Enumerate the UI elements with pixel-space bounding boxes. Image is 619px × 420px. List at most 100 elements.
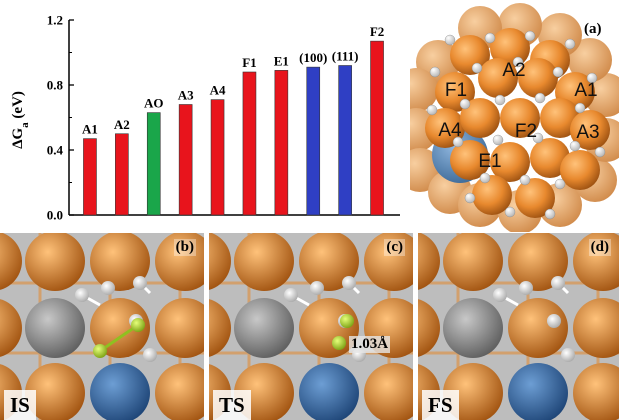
adsorbed-hydrogen xyxy=(551,276,565,290)
cluster-metal-atom xyxy=(460,98,500,138)
panel-a-tag: (a) xyxy=(584,21,602,37)
bar-E1 xyxy=(274,70,289,216)
adsorbed-hydrogen xyxy=(133,276,147,290)
adsorbed-hydrogen xyxy=(342,276,356,290)
hydrogen-atom xyxy=(554,178,566,190)
surface-atom xyxy=(90,363,150,420)
y-tick-label: 0.4 xyxy=(47,143,64,158)
hydrogen-atom xyxy=(594,146,606,158)
surface-atom xyxy=(443,233,503,291)
surface-atom xyxy=(573,298,619,358)
cluster-atoms xyxy=(410,3,619,232)
adsorbed-hydrogen xyxy=(310,281,324,295)
hydrogen-atom xyxy=(459,98,471,110)
bar-label: E1 xyxy=(274,53,289,68)
cluster-metal-atom xyxy=(518,58,558,98)
bar-label: A4 xyxy=(210,83,226,98)
bar-label: AO xyxy=(144,96,164,111)
surface-atom xyxy=(418,233,440,290)
panel-transition-state: (c) TS 1.03Å xyxy=(209,233,413,420)
adsorbed-hydrogen xyxy=(493,288,507,302)
surface-render xyxy=(209,233,413,420)
hydrogen-atom xyxy=(586,72,598,84)
surface-atom xyxy=(364,363,413,420)
site-label-a2: A2 xyxy=(502,60,525,81)
site-label-f1: F1 xyxy=(445,80,467,101)
state-label-ts: TS xyxy=(213,390,251,420)
site-label-e1: E1 xyxy=(478,151,501,172)
surface-atom xyxy=(25,298,85,358)
surface-atom xyxy=(234,233,294,291)
hydrogen-atom xyxy=(426,104,438,116)
surface-atom xyxy=(0,233,22,290)
hydrogen-atom xyxy=(552,66,564,78)
hydrogen-atom xyxy=(524,30,536,42)
adsorbed-hydrogen xyxy=(75,288,89,302)
panel-d-tag: (d) xyxy=(588,239,611,256)
surface-atom xyxy=(209,299,231,357)
surface-atom xyxy=(90,233,150,291)
hydrogen-atom xyxy=(569,140,581,152)
surface-atom xyxy=(573,363,619,420)
bar-F1 xyxy=(242,71,257,216)
cluster-metal-atom xyxy=(478,58,518,98)
hydrogen-atom xyxy=(512,56,524,68)
hydrogen-atom xyxy=(532,132,544,144)
panel-initial-state: (b) IS xyxy=(0,233,204,420)
surface-render xyxy=(0,233,204,420)
surface-atom xyxy=(299,233,359,291)
surface-atom xyxy=(155,363,204,420)
cluster-structure: A2 F1 A1 A4 F2 A3 E1 (a) xyxy=(410,3,619,232)
reaction-panels: (b) IS (c) TS 1.03Å (d) FS xyxy=(0,233,619,420)
reacting-hydrogen xyxy=(131,318,145,332)
surface-atom xyxy=(155,233,204,291)
adsorbed-hydrogen xyxy=(143,348,157,362)
hydrogen-atom xyxy=(452,136,464,148)
surface-atom xyxy=(364,233,413,291)
hydrogen-atom xyxy=(574,102,586,114)
surface-atom xyxy=(90,298,150,358)
cluster-metal-atom xyxy=(515,178,555,218)
site-label-a4: A4 xyxy=(438,120,462,141)
cluster-metal-atom xyxy=(560,150,600,190)
chart-bar-labels: A1 A2 AO A3 A4 F1 E1 (100) (111) F2 xyxy=(82,24,384,137)
panel-final-state: (d) FS xyxy=(418,233,619,420)
hydrogen-atom xyxy=(444,34,456,46)
cluster-back-atom xyxy=(410,68,438,112)
surface-atom xyxy=(418,299,440,357)
hydrogen-atom xyxy=(479,172,491,184)
bar-label: A1 xyxy=(82,122,98,137)
cluster-metal-atom xyxy=(530,138,570,178)
hydrogen-atom xyxy=(464,192,476,204)
y-axis-label: ΔGa (eV) xyxy=(10,91,31,149)
bar-AO xyxy=(146,112,161,216)
hydrogen-atom xyxy=(534,92,546,104)
adsorbed-hydrogen xyxy=(561,348,575,362)
surface-atom xyxy=(155,298,204,358)
surface-atom xyxy=(209,233,231,290)
surface-atom xyxy=(25,233,85,291)
hydrogen-atom xyxy=(484,32,496,44)
bar-F2 xyxy=(370,40,384,216)
cluster-metal-atom xyxy=(540,98,580,138)
panel-b-tag: (b) xyxy=(173,239,196,256)
site-label-a3: A3 xyxy=(576,122,599,143)
hydrogen-atom xyxy=(494,94,506,106)
surface-atom xyxy=(299,363,359,420)
cluster-metal-atom xyxy=(450,140,490,180)
hydrogen-atom xyxy=(429,66,441,78)
bar-A4 xyxy=(210,99,225,216)
bar-label: (111) xyxy=(332,49,359,64)
cluster-back-atom xyxy=(568,38,612,82)
surface-atom xyxy=(234,298,294,358)
state-label-fs: FS xyxy=(422,390,459,420)
hydrogen-atom xyxy=(564,38,576,50)
adsorbed-hydrogen xyxy=(547,314,561,328)
adsorbed-hydrogen xyxy=(284,288,298,302)
state-label-is: IS xyxy=(4,390,36,420)
y-tick-label: 1.2 xyxy=(47,13,63,28)
bar-A1 xyxy=(83,138,97,216)
cluster-site-labels: A2 F1 A1 A4 F2 A3 E1 xyxy=(438,60,599,172)
surface-atom xyxy=(508,363,568,420)
surface-atom xyxy=(573,233,619,291)
